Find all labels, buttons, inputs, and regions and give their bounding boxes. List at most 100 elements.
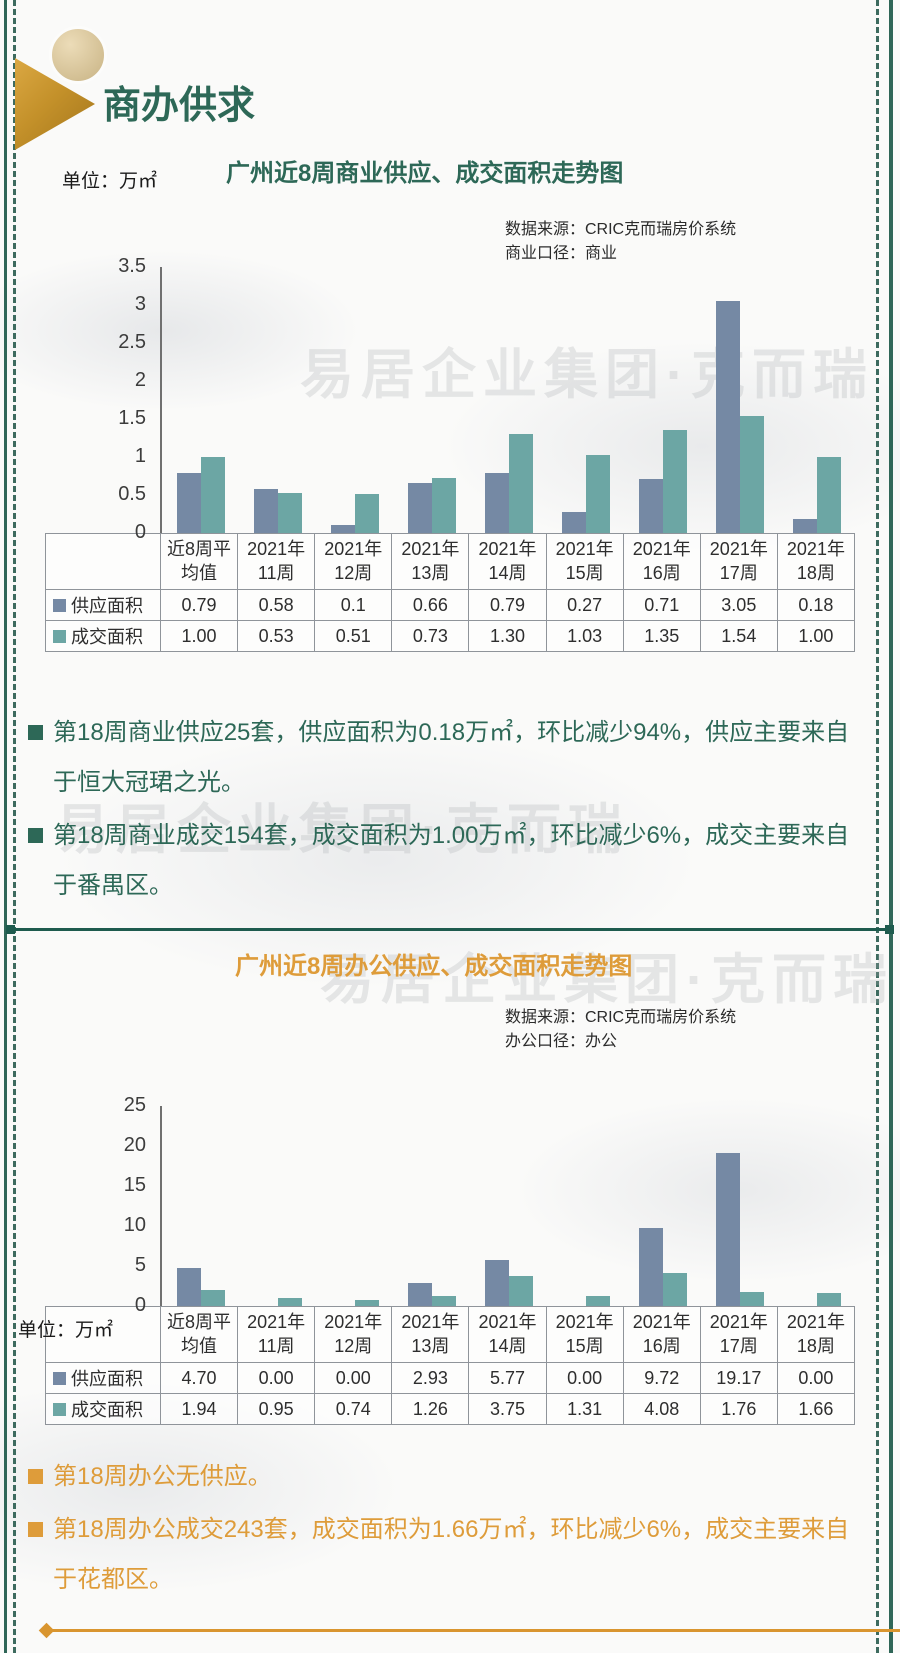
table-header-cell: 2021年18周 — [777, 1307, 855, 1363]
left-border-line — [4, 0, 7, 1653]
legend-swatch-icon — [53, 1402, 66, 1416]
table-value-cell: 0.1 — [315, 590, 393, 621]
table-header-cell: 2021年16周 — [623, 534, 701, 590]
office-chart: 25 20 15 10 5 0 近8周平均值 2021年11周 2021年12周 2021年13… — [45, 1094, 855, 1425]
bullet-text: 第18周商业成交154套，成交面积为1.00万㎡，环比减少6%，成交主要来自于番… — [53, 822, 850, 899]
page-title: 商办供求 — [103, 85, 256, 127]
table-value-cell: 4.08 — [623, 1394, 701, 1425]
bar-供应面积 — [176, 1268, 201, 1306]
bar-成交面积 — [816, 1293, 841, 1306]
table-value-cell: 0.95 — [238, 1394, 316, 1425]
bar-group — [701, 1106, 778, 1306]
bullet-square-icon — [28, 1469, 43, 1484]
table-value-cell: 0.51 — [315, 621, 393, 652]
table-value-cell: 0.00 — [777, 1363, 855, 1394]
data-table: 近8周平均值 2021年11周 2021年12周 2021年13周 2021年14周 20… — [45, 1306, 855, 1425]
table-value-cell: 0.79 — [161, 590, 239, 621]
bar-group — [393, 267, 470, 533]
legend-swatch-icon — [53, 629, 66, 643]
bar-成交面积 — [354, 1300, 379, 1306]
left-dashed-border — [13, 0, 16, 1653]
table-value-cell: 0.18 — [777, 590, 855, 621]
table-header-cell: 2021年14周 — [469, 534, 547, 590]
bar-group — [547, 1106, 624, 1306]
bar-供应面积 — [253, 489, 278, 533]
bar-供应面积 — [484, 1260, 509, 1306]
table-header-cell: 2021年17周 — [700, 1307, 778, 1363]
bar-供应面积 — [792, 519, 817, 533]
y-axis-tick-label: 0 — [134, 521, 146, 544]
series-label-cell: 成交面积 — [46, 621, 161, 652]
table-corner-cell — [46, 534, 161, 590]
y-axis-tick-label: 15 — [123, 1174, 146, 1197]
bar-group — [778, 1106, 855, 1306]
table-value-cell: 0.00 — [315, 1363, 393, 1394]
table-value-cell: 3.75 — [469, 1394, 547, 1425]
bar-成交面积 — [200, 1290, 225, 1306]
y-axis-tick-label: 25 — [123, 1094, 146, 1117]
y-axis-tick-label: 5 — [134, 1254, 146, 1277]
bar-成交面积 — [508, 434, 533, 533]
table-value-cell: 1.00 — [161, 621, 239, 652]
table-corner-cell — [46, 1307, 161, 1363]
table-value-cell: 0.66 — [392, 590, 470, 621]
table-value-cell: 2.93 — [392, 1363, 470, 1394]
table-header-cell: 2021年11周 — [238, 534, 316, 590]
table-value-cell: 1.54 — [700, 621, 778, 652]
bar-成交面积 — [431, 478, 456, 533]
y-axis-tick-label: 1.5 — [118, 407, 146, 430]
bar-成交面积 — [662, 1273, 687, 1306]
commercial-chart: 3.5 3 2.5 2 1.5 1 0.5 0 近8周平均值 2021年11周 2021年12周 2… — [45, 255, 855, 652]
plot-area — [160, 267, 855, 533]
data-table: 近8周平均值 2021年11周 2021年12周 2021年13周 2021年14周 20… — [45, 533, 855, 652]
office-bullets: 第18周办公无供应。 第18周办公成交243套，成交面积为1.66万㎡，环比减少… — [28, 1452, 860, 1608]
bar-供应面积 — [715, 301, 740, 533]
table-header-cell: 2021年14周 — [469, 1307, 547, 1363]
table-value-cell: 0.53 — [238, 621, 316, 652]
bottom-accent-line — [46, 1629, 900, 1632]
table-value-cell: 3.05 — [700, 590, 778, 621]
bar-供应面积 — [176, 473, 201, 533]
series-name: 成交面积 — [71, 627, 143, 647]
bullet-text: 第18周办公无供应。 — [53, 1463, 272, 1490]
y-axis-tick-label: 3.5 — [118, 255, 146, 278]
table-value-cell: 1.35 — [623, 621, 701, 652]
series-name: 供应面积 — [71, 1369, 143, 1389]
table-value-cell: 1.66 — [777, 1394, 855, 1425]
bar-group — [393, 1106, 470, 1306]
y-axis-tick-label: 2.5 — [118, 331, 146, 354]
bar-group — [239, 267, 316, 533]
bullet-square-icon — [28, 828, 43, 843]
y-axis-tick-label: 0.5 — [118, 483, 146, 506]
y-axis-tick-label: 20 — [123, 1134, 146, 1157]
table-header-cell: 2021年17周 — [700, 534, 778, 590]
bar-group — [624, 267, 701, 533]
bar-group — [316, 1106, 393, 1306]
series-name: 供应面积 — [71, 596, 143, 616]
table-value-cell: 19.17 — [700, 1363, 778, 1394]
table-header-cell: 2021年18周 — [777, 534, 855, 590]
caliber-line: 商业口径：商业 — [505, 245, 618, 262]
bullet-square-icon — [28, 1522, 43, 1537]
table-value-cell: 1.76 — [700, 1394, 778, 1425]
bullet-square-icon — [28, 725, 43, 740]
y-axis: 25 20 15 10 5 0 — [45, 1094, 160, 1316]
table-value-cell: 0.71 — [623, 590, 701, 621]
series-name: 成交面积 — [71, 1400, 143, 1420]
bar-group — [162, 267, 239, 533]
right-dashed-border — [876, 0, 879, 1653]
table-header-cell: 2021年12周 — [315, 534, 393, 590]
commercial-bullets: 第18周商业供应25套，供应面积为0.18万㎡，环比减少94%，供应主要来自于恒… — [28, 708, 860, 914]
legend-swatch-icon — [53, 1371, 66, 1385]
bar-成交面积 — [662, 430, 687, 533]
bullet-item: 第18周办公成交243套，成交面积为1.66万㎡，环比减少6%，成交主要来自于花… — [28, 1505, 860, 1605]
table-value-cell: 0.73 — [392, 621, 470, 652]
table-header-cell: 2021年15周 — [546, 1307, 624, 1363]
table-header-cell: 2021年11周 — [238, 1307, 316, 1363]
series-label-cell: 供应面积 — [46, 590, 161, 621]
legend-swatch-icon — [53, 598, 66, 612]
bar-成交面积 — [508, 1276, 533, 1306]
table-value-cell: 0.27 — [546, 590, 624, 621]
bar-成交面积 — [585, 1296, 610, 1306]
